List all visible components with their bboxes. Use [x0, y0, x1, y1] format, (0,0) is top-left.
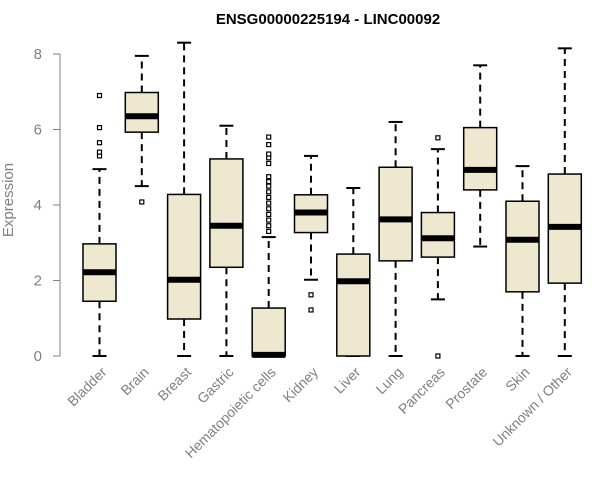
box-kidney [293, 154, 329, 313]
box-liver [336, 187, 371, 357]
x-tick-label: Prostate [442, 364, 490, 412]
outlier-point [96, 149, 103, 155]
outlier-point [266, 134, 272, 140]
y-axis: 0 2 4 6 8 [34, 46, 61, 365]
box-skin [505, 165, 540, 357]
outlier-point [266, 206, 272, 212]
box-pancreas [420, 135, 456, 359]
x-tick-label: Skin [502, 364, 533, 395]
x-tick-label: Lung [372, 364, 405, 397]
x-tick-label: Unknown / Other [489, 364, 575, 450]
x-tick-label: Brain [117, 364, 151, 398]
outlier-point [266, 194, 272, 201]
x-tick-label: Breast [154, 364, 194, 404]
box-hematopoietic-cells [251, 134, 286, 358]
boxes-layer [82, 41, 583, 359]
outlier-point [266, 160, 272, 167]
outlier-point [139, 199, 145, 205]
iqr-box [378, 166, 413, 262]
y-tick-label: 8 [34, 46, 42, 63]
outlier-point [266, 178, 272, 185]
box-unknown-other [547, 47, 583, 357]
iqr-box [505, 200, 540, 293]
outlier-point [266, 142, 272, 148]
chart-title: ENSG00000225194 - LINC00092 [216, 11, 440, 28]
box-lung [378, 120, 413, 357]
outlier-point [266, 183, 272, 189]
iqr-box [124, 91, 160, 133]
iqr-box [462, 126, 498, 191]
iqr-box [420, 211, 456, 258]
y-tick-label: 2 [34, 273, 42, 290]
outlier-point [266, 223, 272, 229]
x-tick-label: Pancreas [395, 364, 448, 417]
y-tick-label: 0 [34, 348, 42, 365]
box-breast [166, 41, 202, 357]
x-tick-label: Liver [331, 364, 364, 397]
y-axis-label: Expression [0, 163, 17, 237]
outlier-point [435, 353, 441, 359]
outlier-point [266, 228, 272, 235]
outlier-point [96, 140, 103, 146]
iqr-box [209, 158, 244, 269]
outlier-point [266, 189, 272, 195]
outlier-point [96, 125, 103, 131]
iqr-box [251, 307, 286, 357]
outlier-point [308, 307, 314, 313]
outlier-point [266, 151, 272, 157]
x-tick-label: Kidney [280, 364, 322, 406]
box-bladder [82, 92, 117, 357]
y-tick-label: 6 [34, 122, 42, 139]
outlier-point [266, 174, 272, 180]
outlier-point [96, 92, 103, 99]
y-tick-label: 4 [34, 197, 42, 214]
x-tick-label: Bladder [64, 364, 110, 410]
box-gastric [209, 124, 244, 357]
outlier-point [266, 217, 272, 223]
box-brain [124, 54, 160, 205]
outlier-point [266, 200, 272, 206]
outlier-point [435, 135, 441, 141]
iqr-box [166, 193, 202, 320]
outlier-point [266, 211, 272, 218]
outlier-point [308, 292, 314, 298]
iqr-box [336, 253, 371, 357]
box-prostate [462, 64, 498, 248]
